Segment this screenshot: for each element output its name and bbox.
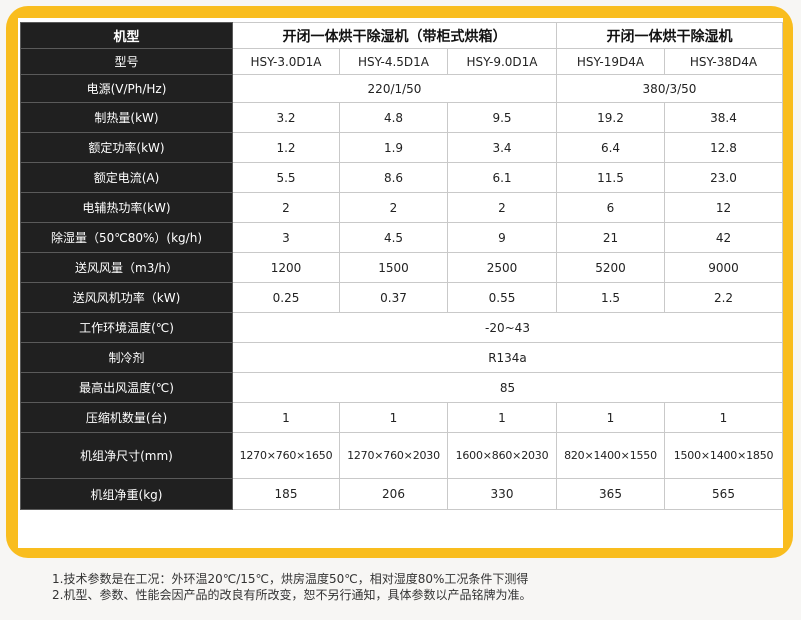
value-cell: 3 [232, 222, 340, 253]
value-cell: 6.4 [556, 132, 665, 163]
value-cell: 1270×760×2030 [339, 432, 448, 479]
value-cell: 0.55 [447, 282, 557, 313]
row-label: 机组净尺寸(mm) [20, 432, 233, 479]
value-cell: 1.5 [556, 282, 665, 313]
value-cell: 185 [232, 478, 340, 510]
value-cell: 365 [556, 478, 665, 510]
spec-row: 电辅热功率(kW) 2 2 2 6 12 [20, 192, 783, 223]
spec-row: 送风风量（m3/h） 1200 1500 2500 5200 9000 [20, 252, 783, 283]
row-label: 工作环境温度(℃) [20, 312, 233, 343]
value-cell: 3.4 [447, 132, 557, 163]
footnotes: 1.技术参数是在工况：外环温20℃/15℃，烘房温度50℃，相对湿度80%工况条… [52, 571, 531, 603]
value-cell: 38.4 [664, 102, 783, 133]
row-label: 电辅热功率(kW) [20, 192, 233, 223]
value-cell: 2500 [447, 252, 557, 283]
value-cell: 1 [664, 402, 783, 433]
row-label: 送风风量（m3/h） [20, 252, 233, 283]
row-label: 型号 [20, 48, 233, 75]
value-cell: 1.2 [232, 132, 340, 163]
value-cell: 1 [339, 402, 448, 433]
row-label: 机组净重(kg) [20, 478, 233, 510]
value-cell: 1 [556, 402, 665, 433]
row-label: 机型 [20, 22, 233, 49]
value-cell: 4.5 [339, 222, 448, 253]
spec-row: 制热量(kW) 3.2 4.8 9.5 19.2 38.4 [20, 102, 783, 133]
value-cell: 206 [339, 478, 448, 510]
value-cell: 2 [232, 192, 340, 223]
value-cell: 9.5 [447, 102, 557, 133]
value-cell: 1270×760×1650 [232, 432, 340, 479]
value-cell: 19.2 [556, 102, 665, 133]
value-cell: 12.8 [664, 132, 783, 163]
value-cell: 6.1 [447, 162, 557, 193]
value-cell: 2 [447, 192, 557, 223]
value-cell: 2.2 [664, 282, 783, 313]
row-label: 压缩机数量(台) [20, 402, 233, 433]
value-cell: 0.37 [339, 282, 448, 313]
row-label: 除湿量（50℃80%）(kg/h) [20, 222, 233, 253]
spec-row: 最高出风温度(℃) 85 [20, 372, 783, 403]
value-cell: 1200 [232, 252, 340, 283]
power-supply-row: 电源(V/Ph/Hz) 220/1/50 380/3/50 [20, 74, 783, 103]
value-cell: 3.2 [232, 102, 340, 133]
row-label: 制冷剂 [20, 342, 233, 373]
value-cell: 1500 [339, 252, 448, 283]
spec-row: 制冷剂 R134a [20, 342, 783, 373]
value-cell: 1 [447, 402, 557, 433]
value-cell: 21 [556, 222, 665, 253]
model-cell: HSY-4.5D1A [339, 48, 448, 75]
value-cell: 42 [664, 222, 783, 253]
note-2: 2.机型、参数、性能会因产品的改良有所改变，恕不另行通知，具体参数以产品铭牌为准… [52, 588, 532, 602]
value-cell: 11.5 [556, 162, 665, 193]
model-cell: HSY-3.0D1A [232, 48, 340, 75]
group-header: 开闭一体烘干除湿机 [556, 22, 783, 49]
value-cell: 565 [664, 478, 783, 510]
value-cell: 330 [447, 478, 557, 510]
value-cell: 5200 [556, 252, 665, 283]
power-supply-cell: 380/3/50 [556, 74, 783, 103]
row-label: 送风风机功率（kW) [20, 282, 233, 313]
value-cell: 2 [339, 192, 448, 223]
value-cell: R134a [232, 342, 783, 373]
compressor-row: 压缩机数量(台) 1 1 1 1 1 [20, 402, 783, 433]
model-cell: HSY-38D4A [664, 48, 783, 75]
value-cell: 1600×860×2030 [447, 432, 557, 479]
row-label: 最高出风温度(℃) [20, 372, 233, 403]
row-label: 制热量(kW) [20, 102, 233, 133]
value-cell: 5.5 [232, 162, 340, 193]
value-cell: 1 [232, 402, 340, 433]
value-cell: 85 [232, 372, 783, 403]
row-label: 电源(V/Ph/Hz) [20, 74, 233, 103]
power-supply-cell: 220/1/50 [232, 74, 557, 103]
spec-row: 额定功率(kW) 1.2 1.9 3.4 6.4 12.8 [20, 132, 783, 163]
model-cell: HSY-19D4A [556, 48, 665, 75]
value-cell: 1.9 [339, 132, 448, 163]
header-row: 机型 开闭一体烘干除湿机（带柜式烘箱） 开闭一体烘干除湿机 [20, 22, 783, 49]
value-cell: 1500×1400×1850 [664, 432, 783, 479]
row-label: 额定功率(kW) [20, 132, 233, 163]
weight-row: 机组净重(kg) 185 206 330 365 565 [20, 478, 783, 510]
value-cell: 4.8 [339, 102, 448, 133]
spec-row: 送风风机功率（kW) 0.25 0.37 0.55 1.5 2.2 [20, 282, 783, 313]
value-cell: 820×1400×1550 [556, 432, 665, 479]
value-cell: 9 [447, 222, 557, 253]
spec-row: 工作环境温度(℃) -20~43 [20, 312, 783, 343]
value-cell: 9000 [664, 252, 783, 283]
note-1: 1.技术参数是在工况：外环温20℃/15℃，烘房温度50℃，相对湿度80%工况条… [52, 572, 529, 586]
spec-row: 额定电流(A) 5.5 8.6 6.1 11.5 23.0 [20, 162, 783, 193]
spec-row: 除湿量（50℃80%）(kg/h) 3 4.5 9 21 42 [20, 222, 783, 253]
value-cell: 6 [556, 192, 665, 223]
value-cell: 23.0 [664, 162, 783, 193]
group-header: 开闭一体烘干除湿机（带柜式烘箱） [232, 22, 557, 49]
row-label: 额定电流(A) [20, 162, 233, 193]
value-cell: 0.25 [232, 282, 340, 313]
value-cell: 12 [664, 192, 783, 223]
model-row: 型号 HSY-3.0D1A HSY-4.5D1A HSY-9.0D1A HSY-19D4… [20, 48, 783, 75]
value-cell: 8.6 [339, 162, 448, 193]
dimensions-row: 机组净尺寸(mm) 1270×760×1650 1270×760×2030 1600×… [20, 432, 783, 479]
model-cell: HSY-9.0D1A [447, 48, 557, 75]
value-cell: -20~43 [232, 312, 783, 343]
spec-table: 机型 开闭一体烘干除湿机（带柜式烘箱） 开闭一体烘干除湿机 型号 HSY-3.0D1A H… [20, 22, 783, 510]
